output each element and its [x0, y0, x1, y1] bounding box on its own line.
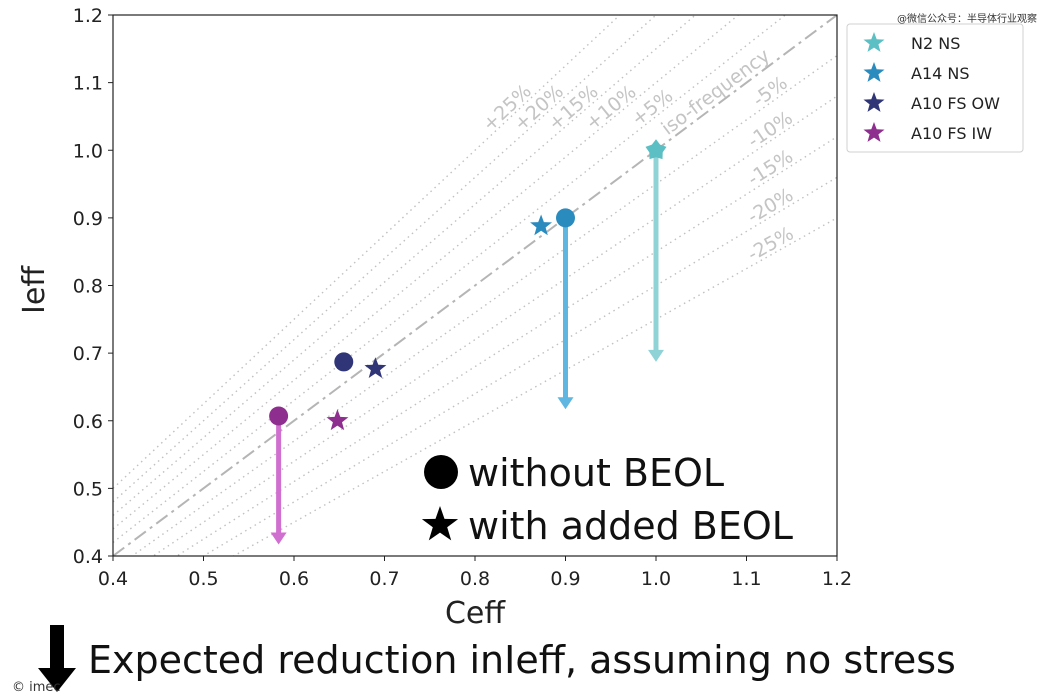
y-tick-label: 0.8 [73, 276, 103, 298]
guide-labels: +25%+20%+15%+10%+5% -5%-10%-15%-20%-25%is… [478, 45, 797, 266]
point-with-beol [530, 214, 552, 236]
point-with-beol [326, 409, 349, 431]
guide-line [113, 15, 740, 530]
down-arrow-shaft [50, 625, 64, 669]
watermark: @微信公众号：半导体行业观察 [897, 12, 1037, 25]
iso-frequency-line [113, 15, 837, 556]
without-beol-label: without BEOL [468, 451, 724, 495]
star-marker-icon [421, 506, 459, 541]
y-tick-label: 1.1 [73, 73, 103, 95]
y-tick-label: 1.0 [73, 140, 103, 162]
guide-line [151, 95, 837, 556]
legend: N2 NS A14 NS A10 FS OW A10 FS IW [846, 23, 1024, 153]
point-without-beol [269, 406, 289, 426]
data-points [269, 139, 667, 431]
guide-label: -20% [744, 184, 797, 228]
point-with-beol [364, 357, 387, 378]
x-tick-label: 1.0 [641, 568, 671, 590]
footer-text: Expected reduction inIeff, assuming no s… [88, 638, 956, 682]
footer-text-emphasis: Ieff [504, 638, 566, 682]
footer: Expected reduction inIeff, assuming no s… [12, 625, 956, 695]
legend-star-icon [863, 92, 885, 112]
reduction-arrow-head [557, 397, 574, 410]
point-with-beol [645, 139, 667, 160]
legend-entry-label: N2 NS [911, 34, 960, 53]
y-axis-title: Ieff [17, 265, 52, 314]
guide-label: -15% [744, 145, 797, 190]
legend-entry-label: A10 FS OW [911, 94, 1000, 113]
x-tick-label: 0.9 [550, 568, 580, 590]
legend-entry-label: A10 FS IW [911, 124, 992, 143]
legend-star-icon [863, 122, 885, 142]
y-tick-label: 0.5 [73, 478, 103, 500]
footer-text-start: Expected reduction in [88, 638, 504, 682]
reduction-arrow-head [270, 532, 287, 545]
x-axis-title: Ceff [445, 596, 506, 631]
marker-legend: without BEOL with added BEOL [421, 451, 793, 548]
guide-label: -5% [749, 72, 792, 111]
legend-box [846, 23, 1024, 153]
guide-label: -25% [744, 223, 798, 266]
guide-line [113, 15, 621, 489]
with-beol-label: with added BEOL [468, 504, 793, 548]
x-tick-label: 0.5 [188, 568, 218, 590]
y-tick-label: 0.7 [73, 343, 103, 365]
circle-marker-icon [424, 455, 458, 489]
x-tick-label: 0.7 [369, 568, 399, 590]
y-tick-label: 0.9 [73, 208, 103, 230]
reduction-arrows [270, 150, 664, 545]
x-tick-label: 0.6 [279, 568, 309, 590]
x-tick-label: 0.4 [98, 568, 128, 590]
down-arrow-icon [38, 668, 76, 692]
y-tick-label: 0.6 [73, 411, 103, 433]
legend-star-icon [863, 62, 885, 82]
axis-ticks: 0.4 0.5 0.6 0.7 0.8 0.9 1.0 1.1 1.2 0.4 0.5 0.6 0.7 0… [73, 5, 852, 590]
footer-text-rest: , assuming no stress [565, 638, 956, 682]
y-tick-label: 0.4 [73, 546, 103, 568]
point-without-beol [556, 208, 575, 228]
legend-star-icon [863, 32, 885, 52]
x-tick-label: 1.2 [822, 568, 852, 590]
guide-lines [113, 15, 837, 556]
guide-line [232, 217, 837, 556]
reduction-arrow-head [648, 349, 664, 362]
x-tick-label: 0.8 [460, 568, 490, 590]
credit: © imec [12, 680, 61, 695]
point-without-beol [334, 352, 354, 372]
guide-label: -10% [744, 107, 797, 153]
legend-entry-label: A14 NS [911, 64, 970, 83]
x-tick-label: 1.1 [731, 568, 761, 590]
y-tick-label: 1.2 [73, 5, 103, 27]
